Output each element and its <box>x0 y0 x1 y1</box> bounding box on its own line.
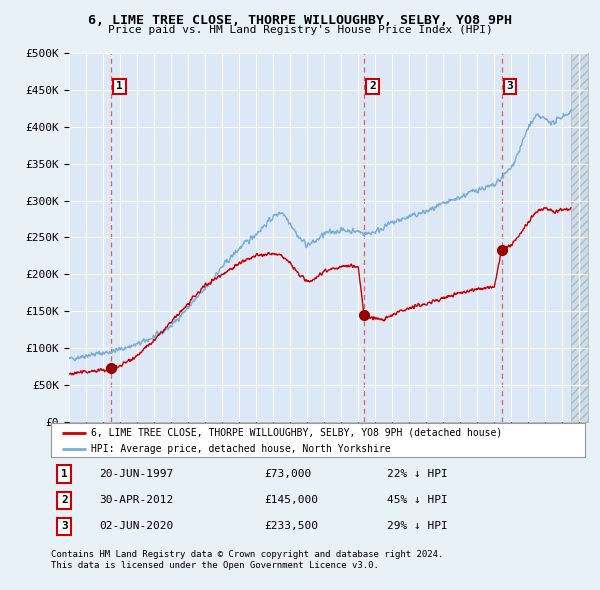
Text: 6, LIME TREE CLOSE, THORPE WILLOUGHBY, SELBY, YO8 9PH: 6, LIME TREE CLOSE, THORPE WILLOUGHBY, S… <box>88 14 512 27</box>
Text: 2: 2 <box>61 495 68 505</box>
Text: 20-JUN-1997: 20-JUN-1997 <box>99 469 173 479</box>
Text: 3: 3 <box>61 521 68 531</box>
Text: HPI: Average price, detached house, North Yorkshire: HPI: Average price, detached house, Nort… <box>91 444 391 454</box>
Text: 2: 2 <box>369 81 376 91</box>
Text: £233,500: £233,500 <box>265 521 319 531</box>
Text: Contains HM Land Registry data © Crown copyright and database right 2024.: Contains HM Land Registry data © Crown c… <box>51 550 443 559</box>
Text: Price paid vs. HM Land Registry's House Price Index (HPI): Price paid vs. HM Land Registry's House … <box>107 25 493 35</box>
Text: 29% ↓ HPI: 29% ↓ HPI <box>388 521 448 531</box>
Text: 22% ↓ HPI: 22% ↓ HPI <box>388 469 448 479</box>
Text: 3: 3 <box>506 81 514 91</box>
Bar <box>571 53 588 422</box>
Text: 1: 1 <box>116 81 123 91</box>
Text: This data is licensed under the Open Government Licence v3.0.: This data is licensed under the Open Gov… <box>51 560 379 569</box>
Text: 6, LIME TREE CLOSE, THORPE WILLOUGHBY, SELBY, YO8 9PH (detached house): 6, LIME TREE CLOSE, THORPE WILLOUGHBY, S… <box>91 428 502 438</box>
Text: 30-APR-2012: 30-APR-2012 <box>99 495 173 505</box>
Text: 02-JUN-2020: 02-JUN-2020 <box>99 521 173 531</box>
Text: £73,000: £73,000 <box>265 469 312 479</box>
Text: 45% ↓ HPI: 45% ↓ HPI <box>388 495 448 505</box>
Text: £145,000: £145,000 <box>265 495 319 505</box>
Text: 1: 1 <box>61 469 68 479</box>
